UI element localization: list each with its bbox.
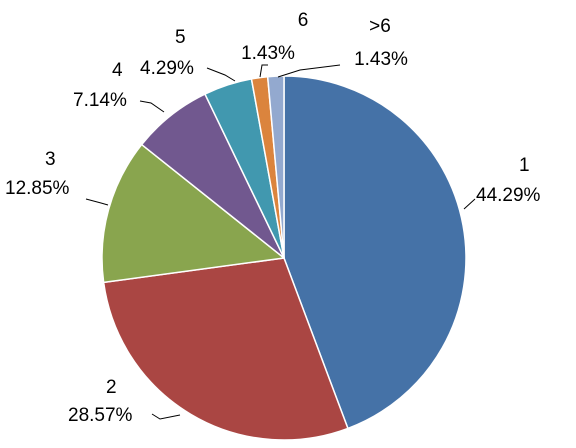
- slice-value-label-1: 44.29%: [476, 185, 541, 206]
- slice-name-label-3: 3: [45, 149, 56, 170]
- slice-name-label-2: 2: [106, 377, 117, 398]
- leader-line-7: [277, 64, 341, 78]
- slice-value-label-6: 1.43%: [241, 43, 295, 64]
- slice-value-label-4: 7.14%: [73, 90, 127, 111]
- slice-name-label-5: 5: [175, 27, 186, 48]
- pie-slices: [101, 75, 467, 441]
- pie-labels: 144.29%228.57%312.85%47.14%54.29%61.43%>…: [5, 10, 541, 426]
- pie-slice-7: [266, 75, 285, 259]
- slice-name-label-6: 6: [298, 10, 309, 31]
- leader-line-1: [463, 198, 476, 210]
- slice-value-label-3: 12.85%: [5, 178, 70, 199]
- slice-name-label-1: 1: [519, 155, 530, 176]
- slice-value-label-5: 4.29%: [140, 58, 194, 79]
- pie-slice-3: [101, 143, 285, 284]
- leader-line-4: [139, 100, 165, 113]
- leader-line-2: [151, 413, 181, 420]
- slice-name-label-4: 4: [112, 60, 123, 81]
- leader-line-5: [206, 67, 236, 82]
- pie-slice-2: [102, 257, 349, 441]
- slice-value-label-7: 1.43%: [354, 49, 408, 70]
- leader-line-3: [85, 198, 109, 206]
- slice-value-label-2: 28.57%: [68, 405, 133, 426]
- leader-line-6: [259, 64, 268, 78]
- slice-name-label-7: >6: [369, 16, 391, 37]
- pie-slice-1: [283, 75, 467, 430]
